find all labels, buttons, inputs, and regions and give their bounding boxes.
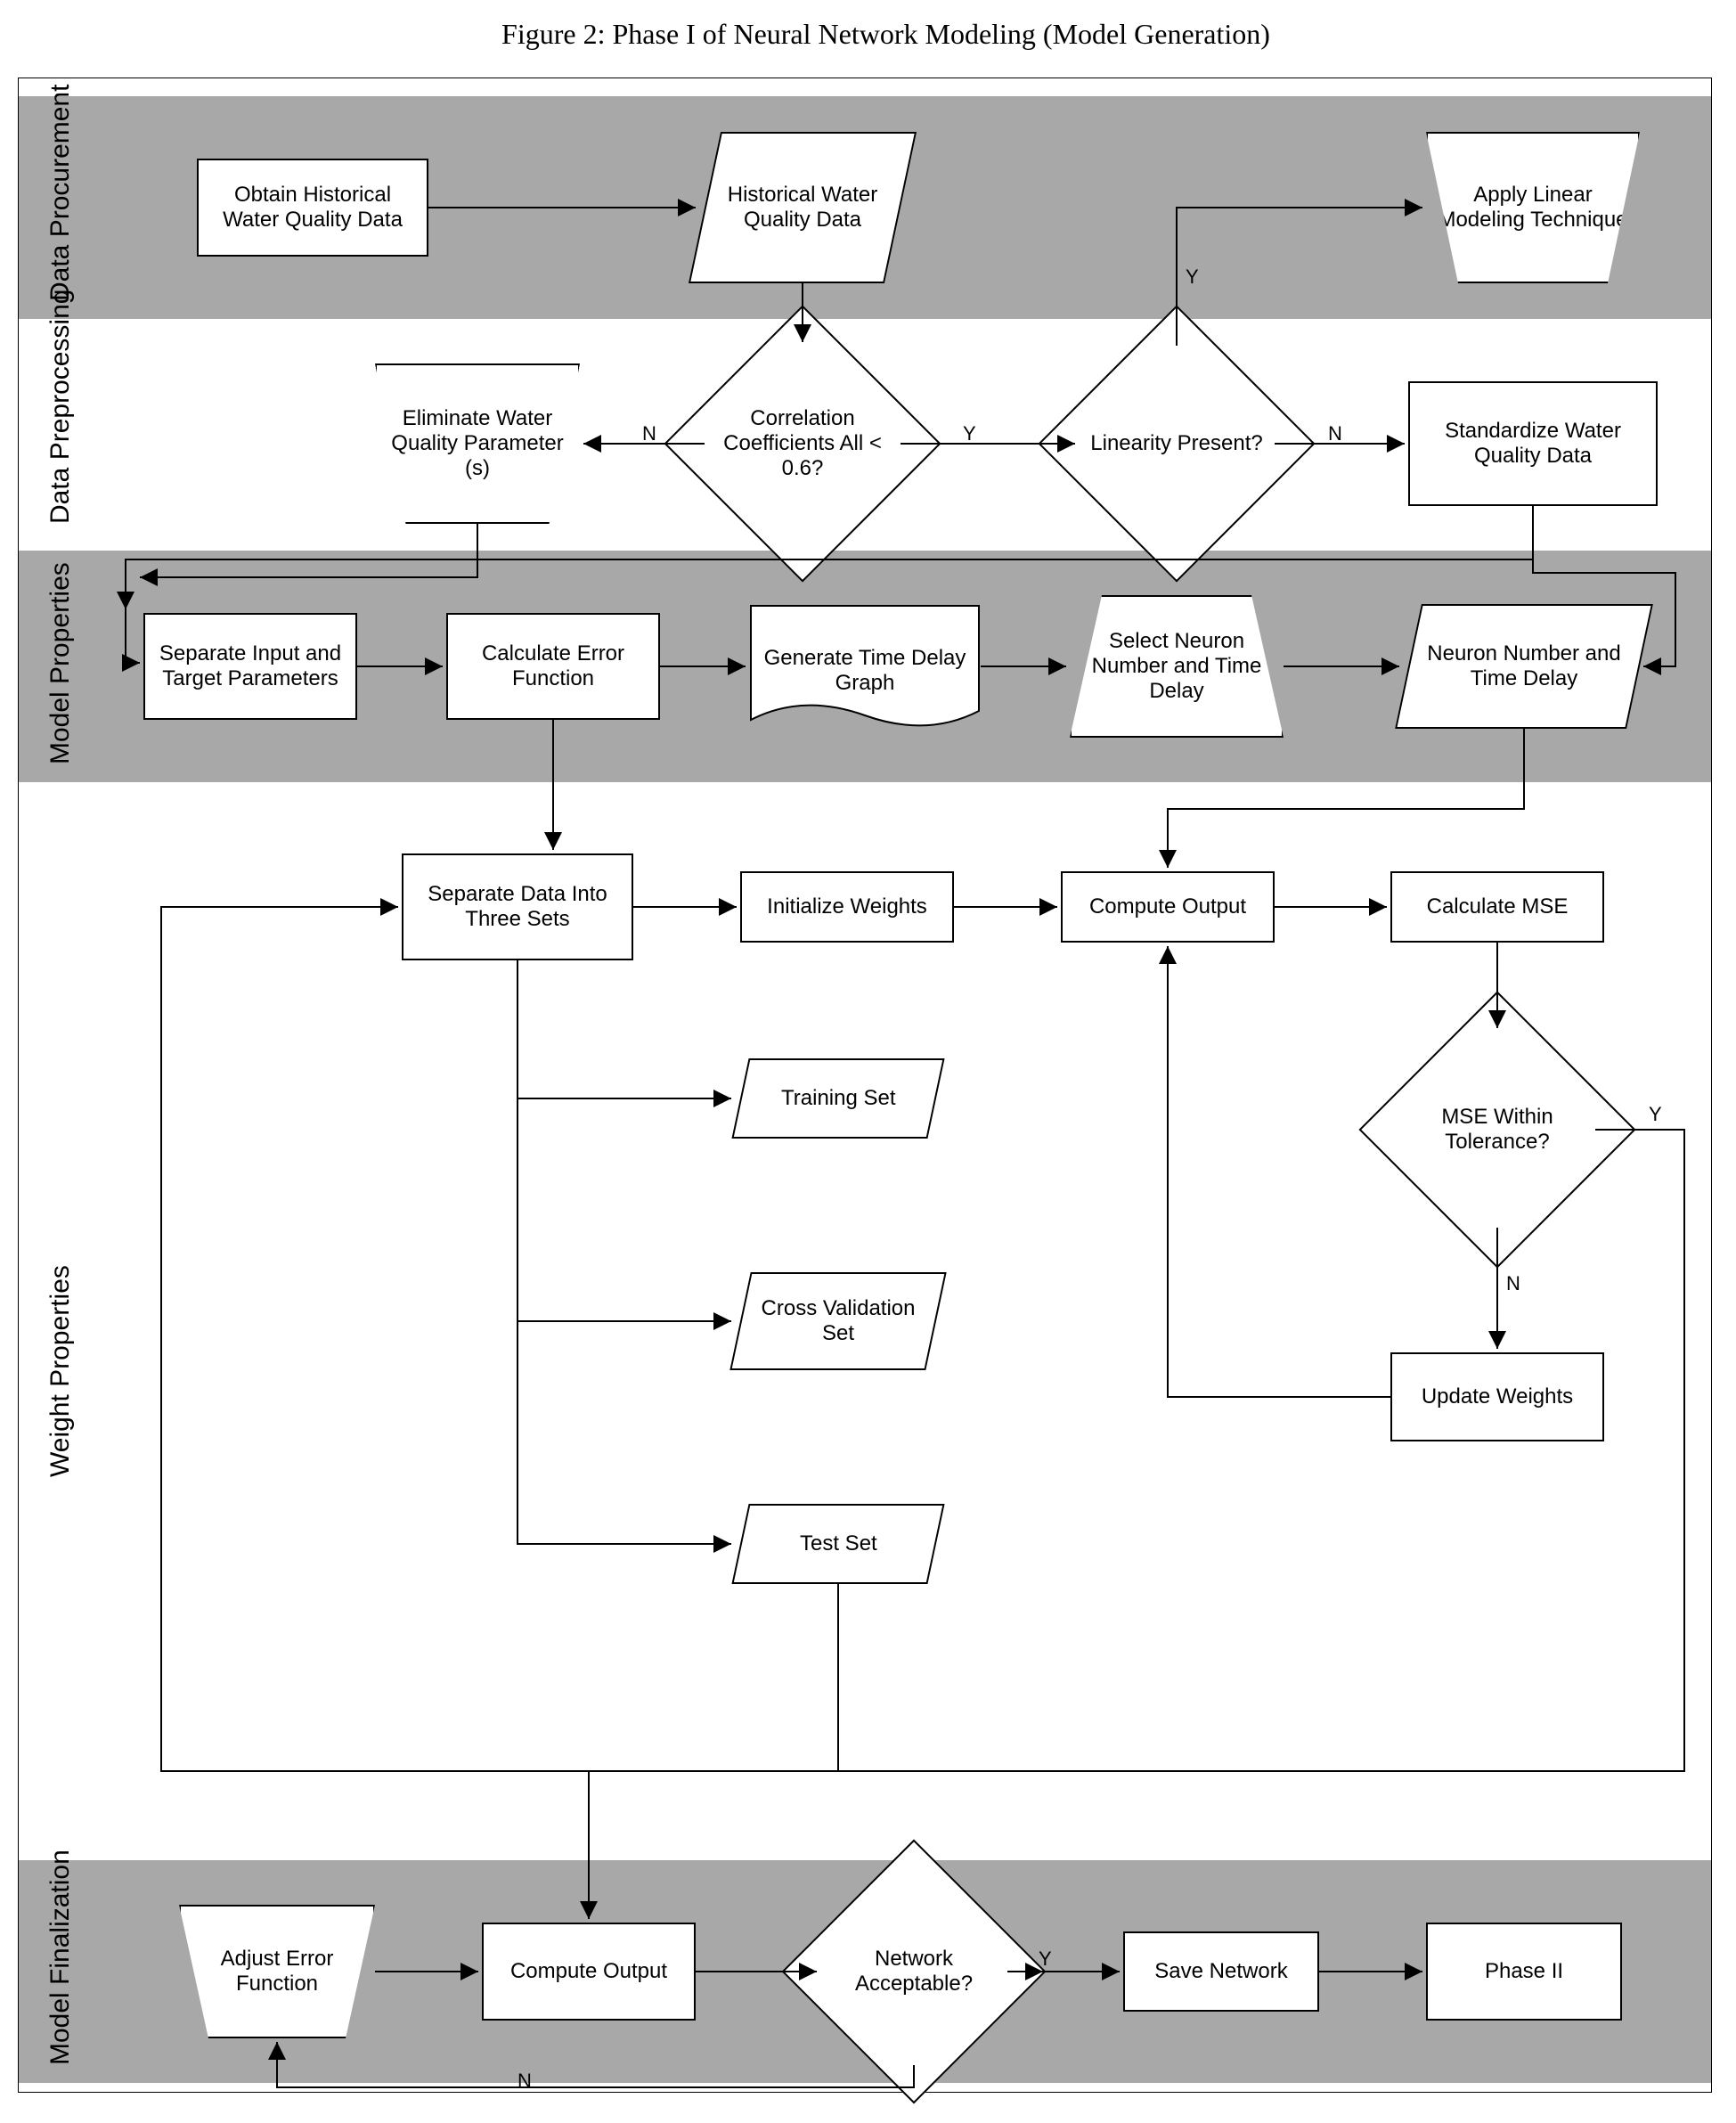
node-select-neuron: Select Neuron Number and Time Delay: [1070, 595, 1284, 738]
node-init-weights: Initialize Weights: [740, 871, 954, 943]
node-eliminate-param: Eliminate Water Quality Parameter (s): [375, 363, 580, 524]
node-historical-data: Historical Water Quality Data: [689, 132, 917, 283]
node-cross-validation-set: Cross Validation Set: [729, 1272, 946, 1370]
node-save-network: Save Network: [1123, 1931, 1319, 2012]
node-compute-output-train: Compute Output: [1061, 871, 1275, 943]
edge-label-net-n: N: [518, 2070, 532, 2093]
edge-label-mse-y: Y: [1649, 1103, 1662, 1126]
edge-label-corr-n: N: [642, 422, 656, 445]
node-calc-mse: Calculate MSE: [1390, 871, 1604, 943]
flowchart-canvas: Data Procurement Data Preprocessing Mode…: [18, 78, 1712, 2093]
node-apply-linear: Apply Linear Modeling Technique: [1426, 132, 1640, 283]
edge-label-net-y: Y: [1039, 1947, 1052, 1971]
node-neuron-number: Neuron Number and Time Delay: [1395, 604, 1653, 729]
row-label-model-finalization: Model Finalization: [45, 2029, 76, 2065]
node-separate-three: Separate Data Into Three Sets: [402, 853, 633, 960]
node-training-set: Training Set: [731, 1058, 944, 1139]
node-adjust-error: Adjust Error Function: [179, 1905, 375, 2038]
row-label-weight-properties: Weight Properties: [45, 1441, 76, 1477]
node-calc-error: Calculate Error Function: [446, 613, 660, 720]
node-standardize: Standardize Water Quality Data: [1408, 381, 1658, 506]
row-label-model-properties: Model Properties: [45, 729, 76, 764]
figure-title: Figure 2: Phase I of Neural Network Mode…: [18, 18, 1736, 51]
node-linearity-decision: Linearity Present?: [1079, 346, 1275, 542]
edge-label-mse-n: N: [1506, 1272, 1520, 1295]
node-correlation-decision: Correlation Coefficients All < 0.6?: [705, 346, 901, 542]
row-label-data-preprocessing: Data Preprocessing: [45, 488, 76, 524]
node-separate-io: Separate Input and Target Parameters: [143, 613, 357, 720]
node-network-acceptable-decision: Network Acceptable?: [820, 1878, 1007, 2065]
node-gen-time-delay: Generate Time Delay Graph: [749, 604, 981, 738]
node-compute-output-final: Compute Output: [482, 1923, 696, 2021]
node-obtain-historical: Obtain Historical Water Quality Data: [197, 159, 428, 257]
node-test-set: Test Set: [731, 1504, 944, 1584]
edge-label-corr-y: Y: [963, 422, 976, 445]
node-mse-decision: MSE Within Tolerance?: [1399, 1032, 1595, 1228]
node-update-weights: Update Weights: [1390, 1352, 1604, 1441]
node-phase-ii: Phase II: [1426, 1923, 1622, 2021]
edge-label-linearity-n: N: [1328, 422, 1342, 445]
edge-label-linearity-y: Y: [1186, 265, 1199, 289]
